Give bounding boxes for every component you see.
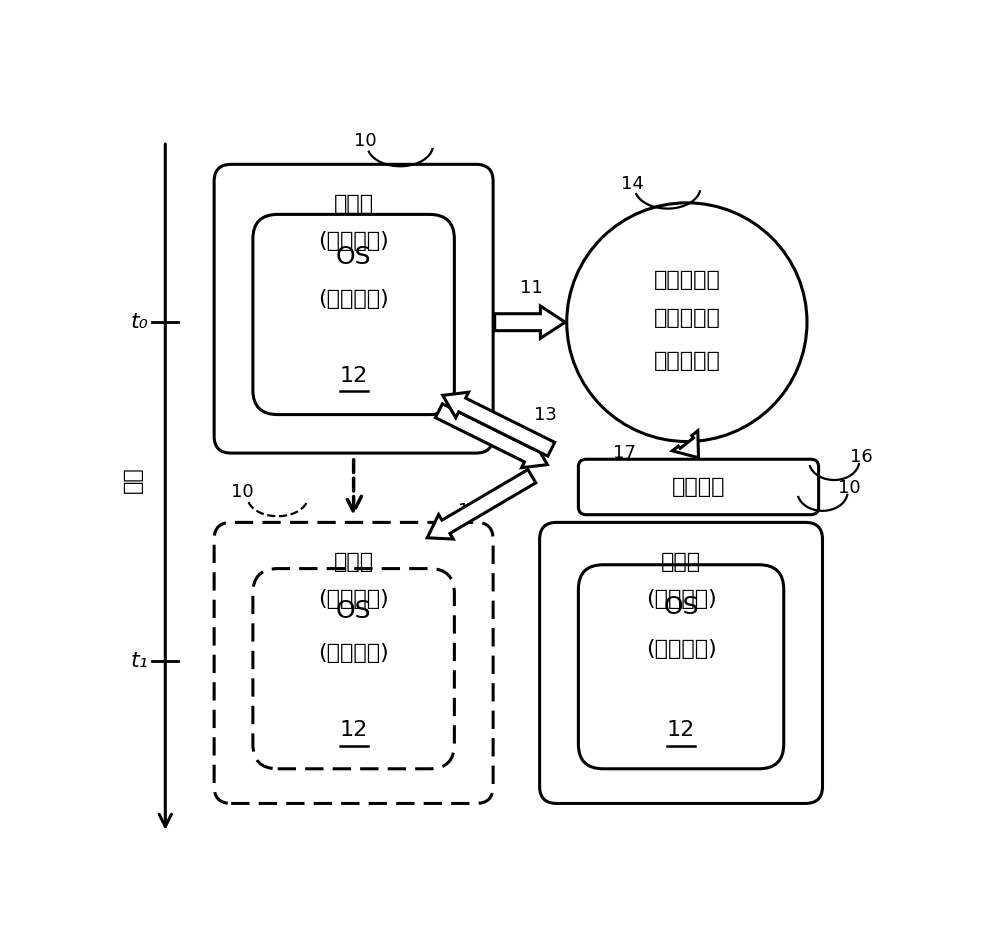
Text: 10: 10 — [838, 479, 861, 497]
Text: (活动模式): (活动模式) — [318, 289, 389, 309]
Text: 13: 13 — [534, 406, 556, 424]
FancyBboxPatch shape — [578, 459, 819, 515]
Text: 变到睡眠状: 变到睡眠状 — [653, 308, 720, 328]
Text: 15: 15 — [458, 501, 481, 520]
FancyArrow shape — [495, 306, 565, 339]
Text: (待机模式): (待机模式) — [646, 639, 716, 659]
Text: t₀: t₀ — [130, 312, 148, 332]
Text: 12: 12 — [667, 720, 695, 741]
Text: 11: 11 — [520, 278, 543, 296]
Text: 处理器: 处理器 — [661, 552, 701, 572]
FancyArrow shape — [672, 430, 698, 458]
Text: (中间状态): (中间状态) — [646, 589, 716, 609]
Text: 10: 10 — [354, 132, 377, 150]
Text: 12: 12 — [340, 720, 368, 741]
Text: 处理器: 处理器 — [334, 552, 374, 572]
Text: (工作状态): (工作状态) — [318, 232, 389, 252]
FancyBboxPatch shape — [253, 215, 454, 414]
Text: t₁: t₁ — [130, 651, 148, 671]
FancyBboxPatch shape — [578, 565, 784, 769]
FancyBboxPatch shape — [540, 522, 822, 803]
Text: 处理器: 处理器 — [334, 194, 374, 215]
Text: 时间: 时间 — [123, 466, 143, 494]
Text: OS: OS — [663, 595, 699, 619]
Text: 态中的请求: 态中的请求 — [653, 351, 720, 371]
Text: 16: 16 — [850, 448, 873, 466]
FancyArrow shape — [435, 404, 547, 467]
FancyArrow shape — [443, 393, 555, 456]
Circle shape — [567, 202, 807, 442]
Text: 14: 14 — [621, 175, 644, 193]
Text: OS: OS — [336, 599, 371, 622]
Text: 12: 12 — [340, 366, 368, 386]
Text: 逻辑架构: 逻辑架构 — [672, 477, 725, 497]
Text: 10: 10 — [231, 482, 254, 500]
FancyBboxPatch shape — [214, 165, 493, 453]
Text: (待机模式): (待机模式) — [318, 643, 389, 663]
FancyArrow shape — [427, 469, 536, 539]
Text: OS: OS — [336, 245, 371, 269]
Text: 使处理器转: 使处理器转 — [653, 270, 720, 289]
Text: 17: 17 — [613, 444, 636, 462]
Text: (睡眠状态): (睡眠状态) — [318, 589, 389, 609]
FancyBboxPatch shape — [214, 522, 493, 803]
FancyBboxPatch shape — [253, 569, 454, 769]
